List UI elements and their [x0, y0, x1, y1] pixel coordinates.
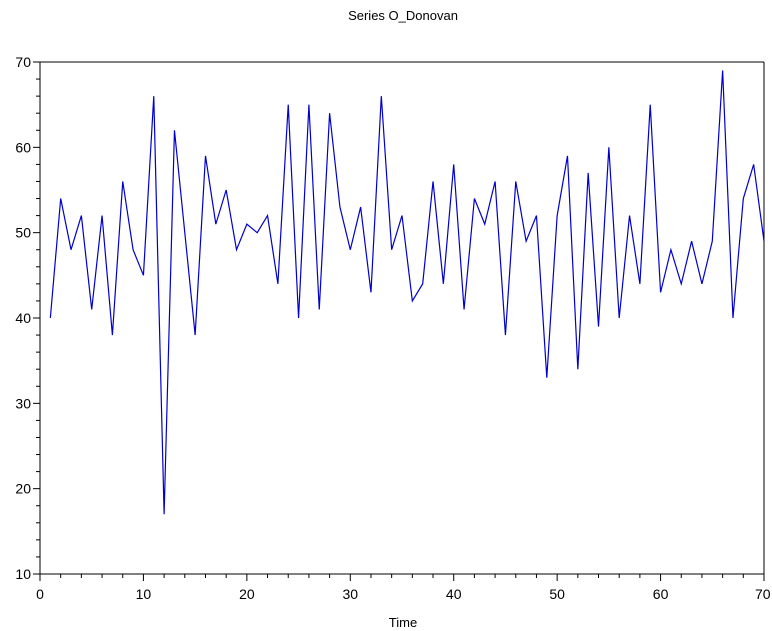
- chart-title: Series O_Donovan: [348, 8, 458, 23]
- x-tick-label: 0: [36, 586, 44, 602]
- y-tick-label: 10: [15, 566, 31, 582]
- x-axis-label: Time: [389, 615, 417, 630]
- axes: [39, 61, 765, 575]
- x-tick-label: 30: [342, 586, 358, 602]
- x-axis-ticks: 0 10 20 30 40 50 60 70: [36, 574, 771, 602]
- y-tick-label: 40: [15, 310, 31, 326]
- x-tick-label: 50: [549, 586, 565, 602]
- x-tick-label: 70: [755, 586, 771, 602]
- y-tick-label: 60: [15, 139, 31, 155]
- y-axis-ticks: 10 20 30 40 50 60 70: [15, 54, 40, 582]
- x-tick-label: 60: [653, 586, 669, 602]
- x-tick-label: 10: [136, 586, 152, 602]
- x-tick-label: 40: [446, 586, 462, 602]
- y-tick-label: 70: [15, 54, 31, 70]
- x-tick-label: 20: [239, 586, 255, 602]
- y-tick-label: 30: [15, 395, 31, 411]
- y-tick-label: 50: [15, 225, 31, 241]
- y-tick-label: 20: [15, 481, 31, 497]
- series-line: [49, 70, 765, 515]
